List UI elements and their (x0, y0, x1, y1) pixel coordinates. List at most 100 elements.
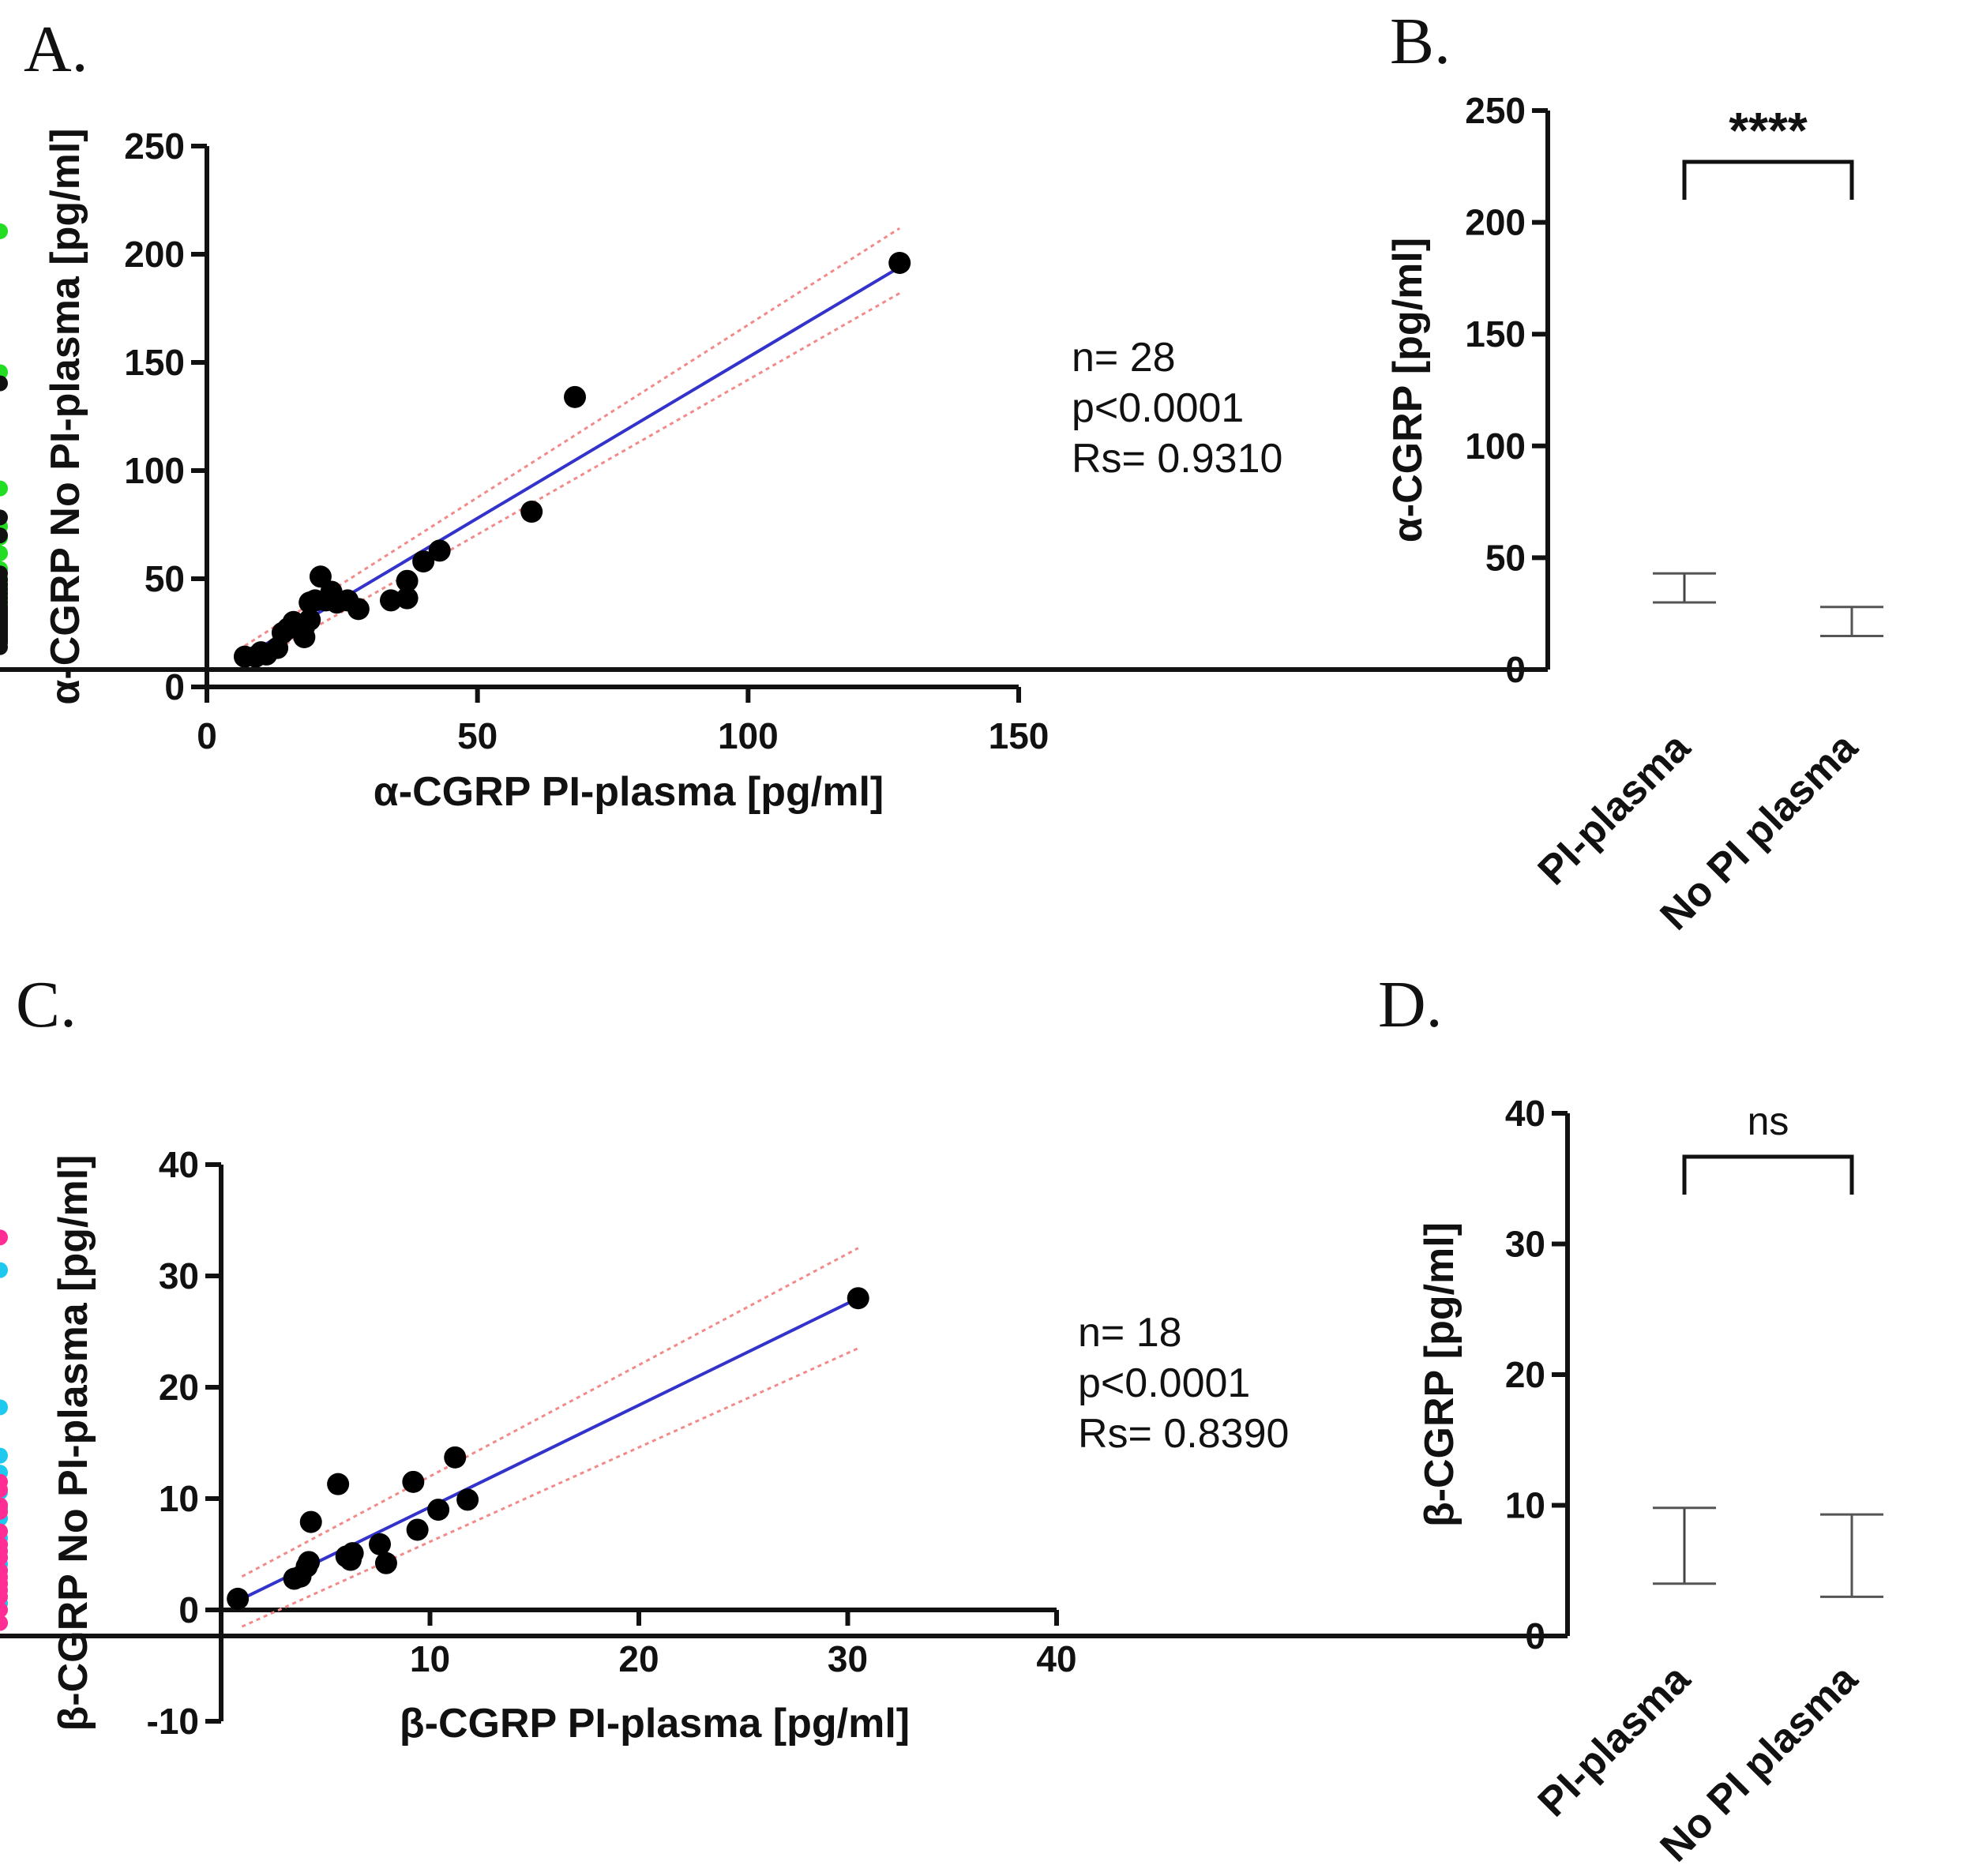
scatter-point (227, 1587, 250, 1610)
y-tick-label: 0 (1505, 649, 1526, 690)
x-tick-label: 30 (828, 1638, 868, 1679)
y-tick-label: -10 (147, 1701, 199, 1742)
data-point (0, 1262, 8, 1278)
x-axis-title: β-CGRP PI-plasma [pg/ml] (400, 1701, 910, 1747)
scatter-point (402, 1470, 425, 1493)
data-point (0, 223, 8, 239)
data-point (0, 1503, 8, 1520)
stats-line: n= 18 (1078, 1310, 1182, 1356)
data-point (0, 480, 8, 497)
x-tick-label: 50 (457, 715, 498, 756)
panel-label: A. (24, 13, 88, 86)
x-tick-label: 20 (618, 1638, 659, 1679)
scatter-point (299, 1510, 322, 1533)
ci-upper-line (241, 1247, 859, 1578)
x-tick-label: 0 (197, 715, 217, 756)
y-tick-label: 30 (1505, 1224, 1545, 1265)
y-tick-label: 100 (124, 450, 185, 491)
significance-bracket (1682, 1154, 1854, 1195)
data-point (0, 1399, 8, 1416)
y-tick-label: 0 (164, 666, 185, 707)
y-tick-label: 150 (1465, 313, 1526, 355)
significance-label: ns (1748, 1099, 1789, 1143)
significance-label: **** (1729, 102, 1808, 159)
scatter-point (564, 385, 587, 408)
scatter-point (406, 1518, 429, 1541)
chart-panel-a: A. 0 50 100 150 200 250 0 50 100 150 α-CGRP No PI-p… (24, 13, 1282, 815)
scatter-point (299, 609, 321, 632)
y-tick-label: 50 (145, 558, 185, 599)
y-tick-label: 40 (1505, 1093, 1545, 1134)
stats-line: p<0.0001 (1078, 1360, 1250, 1406)
data-point (0, 639, 8, 655)
data-point (0, 1229, 8, 1246)
scatter-point (396, 587, 419, 610)
scatter-point (888, 251, 911, 274)
scatter-point (380, 589, 403, 612)
scatter-point (847, 1287, 869, 1310)
x-tick-label: 100 (718, 715, 779, 756)
scatter-point (295, 1555, 318, 1578)
significance-bracket (1682, 159, 1854, 200)
stats-line: Rs= 0.8390 (1078, 1411, 1289, 1457)
data-point (0, 375, 8, 392)
data-point (0, 509, 8, 526)
y-tick-label: 200 (1465, 202, 1526, 243)
ci-upper-line (244, 227, 901, 647)
x-tick-label: 150 (989, 715, 1049, 756)
y-tick-label: 250 (124, 126, 185, 167)
panel-label: D. (1378, 968, 1443, 1041)
y-tick-label: 250 (1465, 90, 1526, 131)
stats-line: Rs= 0.9310 (1072, 436, 1282, 482)
y-tick-label: 20 (159, 1367, 199, 1408)
scatter-point (428, 539, 451, 562)
scatter-point (427, 1499, 450, 1521)
y-tick-label: 150 (124, 342, 185, 383)
x-axis-title: α-CGRP PI-plasma [pg/ml] (374, 769, 884, 815)
data-point (0, 1447, 8, 1464)
y-tick-label: 0 (178, 1589, 199, 1630)
stats-line: n= 28 (1072, 335, 1176, 381)
data-point (0, 1549, 8, 1566)
x-tick-label: 10 (410, 1638, 450, 1679)
data-point (0, 1589, 8, 1605)
category-label: PI-plasma (1530, 1656, 1699, 1825)
scatter-point (396, 569, 419, 592)
stats-line: p<0.0001 (1072, 385, 1244, 431)
y-tick-label: 0 (1525, 1615, 1545, 1657)
y-tick-label: 30 (159, 1255, 199, 1296)
y-tick-label: 100 (1465, 426, 1526, 467)
panel-label: B. (1390, 5, 1451, 78)
chart-panel-c: C. -10 0 10 20 30 40 10 20 30 40 β-CGRP No PI-plasm… (16, 968, 1289, 1747)
y-tick-label: 10 (159, 1478, 199, 1519)
data-point (0, 545, 8, 561)
scatter-point (327, 1473, 350, 1495)
regression-line (241, 1296, 859, 1600)
scatter-point (347, 598, 370, 621)
panel-label: C. (16, 968, 77, 1041)
y-tick-label: 40 (159, 1144, 199, 1185)
y-axis-title: α-CGRP [pg/ml] (1385, 238, 1431, 542)
y-tick-label: 10 (1505, 1485, 1545, 1526)
scatter-point (520, 501, 543, 523)
y-axis-title: β-CGRP No PI-plasma [pg/ml] (51, 1155, 96, 1732)
scatter-point (369, 1533, 392, 1555)
data-point (0, 1481, 8, 1498)
y-tick-label: 20 (1505, 1354, 1545, 1395)
data-point (0, 527, 8, 544)
y-tick-label: 50 (1485, 537, 1526, 578)
y-tick-label: 200 (124, 234, 185, 275)
ci-lower-line (241, 1347, 859, 1628)
y-axis-title: β-CGRP [pg/ml] (1417, 1222, 1462, 1527)
scatter-point (412, 550, 435, 573)
data-point (0, 1601, 8, 1618)
y-axis-title: α-CGRP No PI-plasma [pg/ml] (43, 128, 88, 704)
data-point (0, 1615, 8, 1631)
category-label: PI-plasma (1530, 724, 1699, 894)
scatter-point (374, 1551, 397, 1574)
data-point (0, 1523, 8, 1540)
scatter-point (444, 1446, 467, 1469)
